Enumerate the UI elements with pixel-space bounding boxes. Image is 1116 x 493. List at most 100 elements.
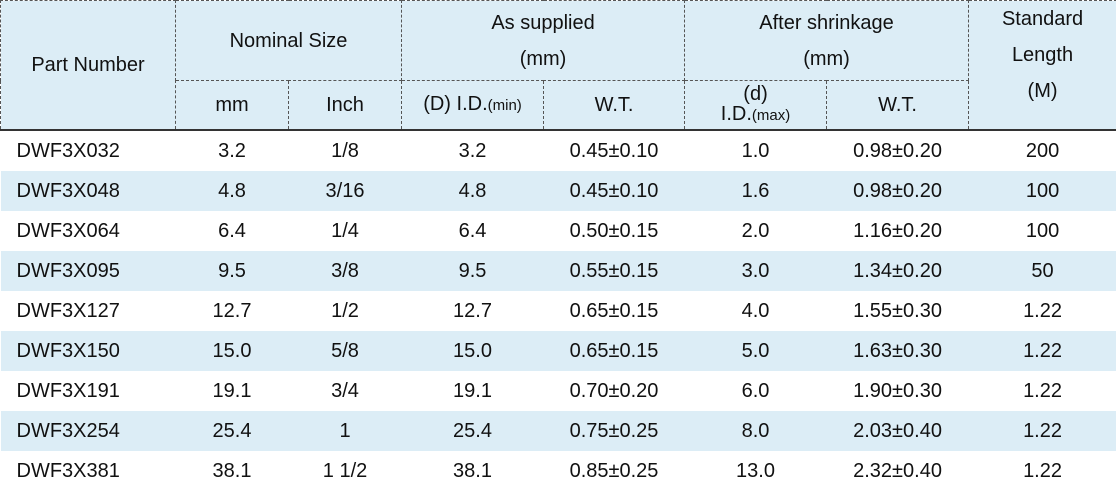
table-row: DWF3X381 38.1 1 1/2 38.1 0.85±0.25 13.0 2.32±0… [1,451,1116,491]
table-cell: 1.22 [968,411,1116,451]
table-cell: DWF3X048 [0,171,176,211]
header-cell: After shrinkage (mm) [684,0,970,81]
header-row: mm Inch (D) I.D.(min) W.T. (d) I.D.(max)… [0,80,1116,131]
table-cell: 6.0 [741,379,770,402]
table-cell: 200 [1025,139,1060,162]
table-cell: 50 [968,251,1116,291]
table-cell: 0.45±0.10 [569,139,659,162]
header-cell: W.T. [826,80,970,131]
table-row: DWF3X254 25.4 1 25.4 0.75±0.25 8.0 2.03±0.40 1.… [0,411,1116,451]
table-cell: 3/16 [288,171,402,211]
table-cell: 0.85±0.25 [569,459,659,482]
header-text: Nominal Size [229,29,348,52]
table-cell: 0.50±0.15 [569,219,659,242]
table-cell: 2.03±0.40 [826,411,969,451]
table-row: DWF3X150 15.0 5/8 15.0 0.65±0.15 5.0 1.63±0.30… [0,331,1116,371]
table-cell: 1.63±0.30 [826,331,969,371]
table-cell: DWF3X381 [16,459,120,482]
header-cell: (D) I.D.(min) [401,80,545,131]
table-cell: 1.16±0.20 [853,219,942,242]
table-cell: 1.22 [1023,459,1062,482]
table-cell: 5.0 [684,331,827,371]
table-row: DWF3X191 19.1 3/4 19.1 0.70±0.20 6.0 1.90±0.30… [1,371,1116,411]
table-cell: 1 [288,411,402,451]
header-subtext: (max) [751,107,791,124]
table-cell: DWF3X095 [0,251,176,291]
table-row: DWF3X048 4.8 3/16 4.8 0.45±0.10 1.6 0.98±0.20 1… [0,171,1116,211]
table-cell: 6.4 [458,219,487,242]
table-cell: DWF3X191 [16,379,120,402]
table-cell: 6.4 [218,219,246,242]
header-text: As supplied [491,11,595,34]
table-cell: 0.98±0.20 [853,139,942,162]
table-cell: 15.0 [175,331,289,371]
table-cell: 0.65±0.15 [569,299,659,322]
header-cell: Inch [287,80,403,131]
table-cell: 1 1/2 [322,459,368,482]
table-cell: 3.2 [218,139,246,162]
table-cell: 100 [968,171,1116,211]
header-cell: Part Number [0,0,176,131]
table-cell: 3/4 [331,379,359,402]
table-cell: 4.0 [741,299,770,322]
header-row: Part Number Nominal Size As supplied (mm… [0,0,1116,131]
header-text: Inch [326,94,364,116]
table-cell: 0.70±0.20 [569,379,659,402]
table-cell: DWF3X254 [0,411,176,451]
header-text: (mm) [803,47,850,70]
header-text: After shrinkage [759,11,894,34]
table-cell: 1.6 [684,171,827,211]
header-text: I.D. [720,103,752,125]
table-cell: 1.55±0.30 [853,299,942,322]
header-text: Part Number [31,54,145,76]
header-cell: (d) I.D.(max) [684,80,828,131]
table-cell: 0.75±0.25 [543,411,685,451]
table-cell: 2.32±0.40 [853,459,942,482]
table-cell: 0.45±0.10 [543,171,685,211]
table-cell: 25.4 [175,411,289,451]
table-cell: 38.1 [212,459,252,482]
header-text: (M) [1027,80,1058,102]
table-cell: 1/4 [331,219,359,242]
table-cell: DWF3X127 [16,299,120,322]
table-cell: 1.22 [1023,299,1062,322]
table-cell: 12.7 [453,299,492,322]
table-cell: 9.5 [175,251,289,291]
table-cell: 8.0 [684,411,827,451]
table-cell: 1.0 [741,139,770,162]
header-text: W.T. [594,94,634,116]
table-cell: 1/2 [331,299,359,322]
table-row: DWF3X095 9.5 3/8 9.5 0.55±0.15 3.0 1.34±0.20 50 [0,251,1116,291]
table-cell: 38.1 [453,459,492,482]
table-cell: 1.22 [968,331,1116,371]
header-cell: Standard Length (M) [968,0,1116,131]
table-row: DWF3X032 3.2 1/8 3.2 0.45±0.10 1.0 0.98±0.20 20… [1,130,1116,171]
header-text: (mm) [519,47,567,70]
table-cell: 13.0 [736,459,775,482]
table-cell: 1/8 [331,139,359,162]
header-text: (d) [743,83,768,105]
table-cell: 0.98±0.20 [826,171,969,211]
table-body: DWF3X032 3.2 1/8 3.2 0.45±0.10 1.0 0.98±0.20 20… [0,130,1116,491]
header-text: (D) I.D. [423,93,488,115]
table-cell: 1.90±0.30 [853,379,942,402]
header-text: mm [215,94,249,116]
header-subtext: (min) [487,97,522,114]
header-text: W.T. [878,94,917,116]
header-cell: As supplied (mm) [401,0,686,81]
table-cell: 0.65±0.15 [543,331,685,371]
table-cell: 1.22 [1023,379,1062,402]
table-row: DWF3X127 12.7 1/2 12.7 0.65±0.15 4.0 1.55±0.30… [1,291,1116,331]
table-cell: DWF3X064 [16,219,120,242]
table-header: Part Number Nominal Size As supplied (mm… [0,0,1116,131]
table-cell: DWF3X032 [16,139,120,162]
table-cell: 0.55±0.15 [543,251,685,291]
table-cell: 3.2 [458,139,487,162]
table-cell: 4.8 [175,171,289,211]
table-cell: 15.0 [401,331,544,371]
table-cell: 5/8 [288,331,402,371]
table-cell: 4.8 [401,171,544,211]
table-cell: 12.7 [212,299,252,322]
